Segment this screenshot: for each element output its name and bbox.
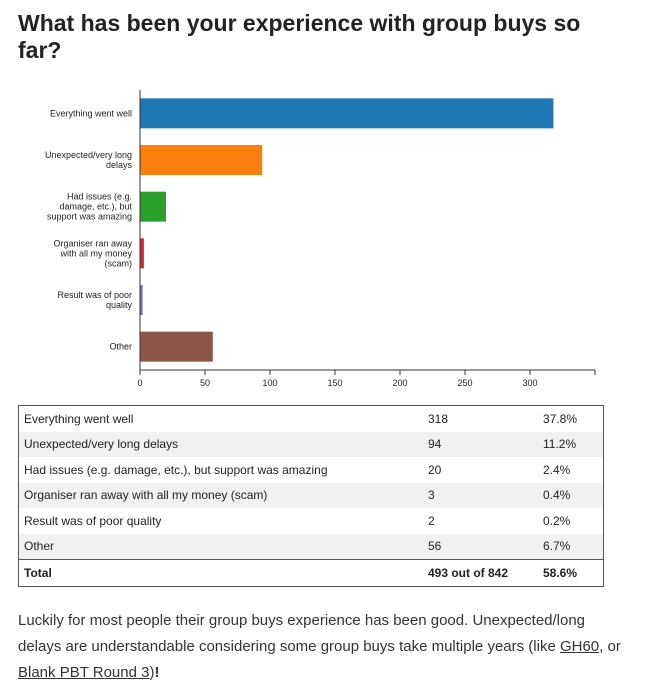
category-label: (scam) bbox=[105, 258, 133, 268]
row-percent: 11.2% bbox=[538, 431, 604, 457]
row-percent: 2.4% bbox=[543, 462, 571, 477]
bar-chart: Everything went well Unexpected/very long… bbox=[45, 90, 596, 388]
x-tick-label: 0 bbox=[137, 378, 142, 388]
row-percent: 6.7% bbox=[538, 533, 604, 560]
category-label: quality bbox=[106, 300, 133, 310]
row-count: 2 bbox=[428, 513, 435, 528]
table-row: Everything went well 318 37.8% bbox=[19, 406, 604, 432]
category-label: Organiser ran away bbox=[53, 238, 132, 248]
row-percent: 0.4% bbox=[538, 482, 604, 508]
row-label: Had issues (e.g. damage, etc.), but supp… bbox=[24, 462, 328, 477]
bar-1 bbox=[140, 145, 263, 175]
x-tick-label: 50 bbox=[200, 378, 210, 388]
table-row: Unexpected/very long delays 94 11.2% bbox=[18, 431, 604, 457]
category-label: Result was of poor bbox=[57, 290, 132, 300]
table-row: Organiser ran away with all my money (sc… bbox=[18, 482, 604, 508]
category-label: Had issues (e.g. bbox=[67, 192, 132, 202]
total-count: 493 out of 842 bbox=[423, 559, 538, 586]
table-row: Result was of poor quality 2 0.2% bbox=[19, 508, 604, 534]
category-label: support was amazing bbox=[47, 212, 132, 222]
summary-text-3: ) bbox=[149, 664, 155, 681]
bar-4 bbox=[140, 285, 143, 315]
category-label: Unexpected/very long bbox=[45, 150, 132, 160]
category-label: damage, etc.), but bbox=[59, 202, 132, 212]
summary-text-2: , or bbox=[599, 638, 621, 655]
bar-5 bbox=[140, 331, 213, 362]
row-count: 56 bbox=[423, 533, 538, 560]
table-row: Other 56 6.7% bbox=[18, 533, 604, 560]
row-count: 3 bbox=[423, 482, 538, 508]
table-row: Had issues (e.g. damage, etc.), but supp… bbox=[19, 457, 604, 483]
summary-text-1: Luckily for most people their group buys… bbox=[18, 612, 586, 655]
category-label: Everything went well bbox=[50, 108, 132, 118]
row-percent: 0.2% bbox=[543, 513, 571, 528]
page-title: What has been your experience with group… bbox=[18, 10, 581, 63]
summary-paragraph: Luckily for most people their group buys… bbox=[18, 608, 628, 686]
summary-exclamation: ! bbox=[154, 664, 160, 681]
row-label: Result was of poor quality bbox=[24, 513, 162, 528]
row-percent: 37.8% bbox=[543, 411, 578, 426]
bar-0 bbox=[140, 98, 554, 129]
row-label: Everything went well bbox=[24, 411, 134, 426]
row-count: 94 bbox=[423, 431, 538, 457]
gh60-link[interactable]: GH60 bbox=[559, 638, 600, 655]
bar-3 bbox=[140, 238, 144, 269]
x-tick-label: 150 bbox=[327, 378, 342, 388]
x-tick-label: 100 bbox=[262, 378, 277, 388]
x-tick-label: 200 bbox=[392, 378, 407, 388]
x-tick-label: 300 bbox=[522, 378, 537, 388]
row-count: 20 bbox=[428, 462, 442, 477]
bar-2 bbox=[140, 191, 166, 222]
row-label: Unexpected/very long delays bbox=[18, 431, 423, 457]
results-table: Everything went well 318 37.8% Unexpected/v… bbox=[18, 405, 604, 587]
row-label: Other bbox=[18, 533, 423, 560]
blank-pbt-link[interactable]: Blank PBT Round 3 bbox=[18, 664, 150, 681]
category-label: Other bbox=[109, 342, 132, 352]
row-label: Organiser ran away with all my money (sc… bbox=[18, 482, 423, 508]
row-count: 318 bbox=[428, 411, 449, 426]
total-label: Total bbox=[18, 559, 423, 586]
category-label: delays bbox=[106, 160, 133, 170]
table-total-row: Total 493 out of 842 58.6% bbox=[18, 559, 604, 586]
total-percent: 58.6% bbox=[538, 559, 604, 586]
category-label: with all my money bbox=[59, 248, 132, 258]
x-tick-label: 250 bbox=[457, 378, 472, 388]
